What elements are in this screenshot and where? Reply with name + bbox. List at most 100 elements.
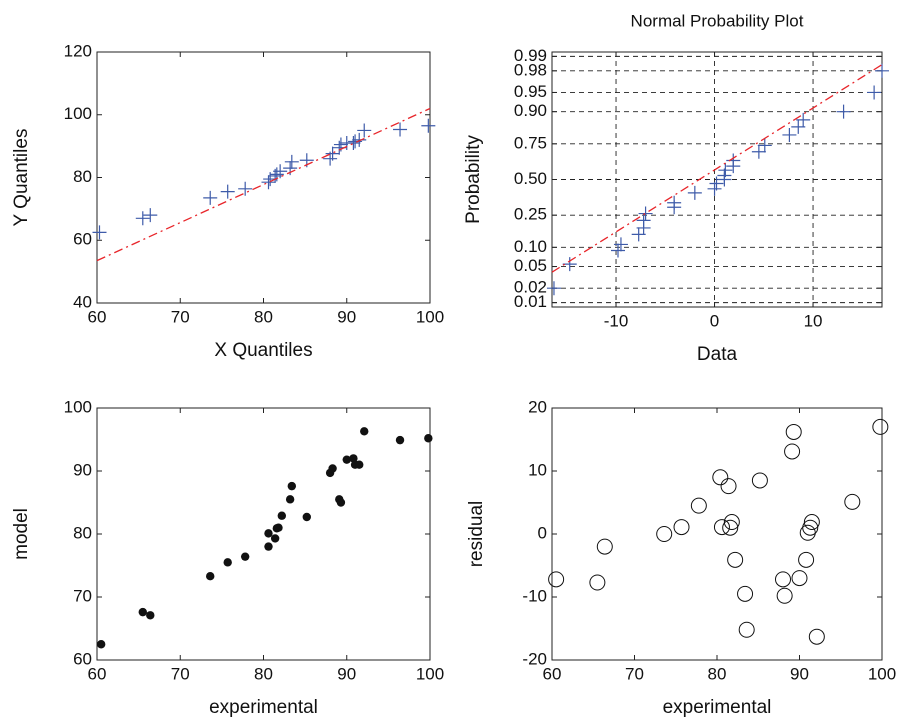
plot-area <box>552 408 882 660</box>
x-tick-label: 60 <box>88 664 107 683</box>
point <box>146 611 155 620</box>
y-tick-label: 40 <box>73 292 92 311</box>
y-tick-label: 0.02 <box>514 278 547 297</box>
y-tick-label: 90 <box>73 460 92 479</box>
y-tick-label: 20 <box>528 397 547 416</box>
y-tick-label: 0.75 <box>514 133 547 152</box>
point <box>355 460 364 469</box>
x-axis-label: experimental <box>209 697 318 718</box>
y-tick-label: 0.01 <box>514 292 547 311</box>
point <box>872 418 889 435</box>
axes-box <box>551 407 883 661</box>
point <box>784 443 801 460</box>
point <box>690 497 707 514</box>
point <box>844 493 861 510</box>
point <box>737 585 754 602</box>
y-tick-label: 0.05 <box>514 256 547 275</box>
point <box>143 208 158 223</box>
point <box>636 213 651 228</box>
point <box>223 558 232 567</box>
x-tick-label: 60 <box>88 307 107 326</box>
point <box>757 138 772 153</box>
point <box>346 135 361 150</box>
point <box>738 621 755 638</box>
point <box>717 168 732 183</box>
point <box>802 519 819 536</box>
point <box>751 472 768 489</box>
point <box>96 640 106 649</box>
point <box>274 523 283 532</box>
y-tick-label: 60 <box>73 230 92 249</box>
x-tick-label: 80 <box>708 664 727 683</box>
x-tick-label: 70 <box>171 307 190 326</box>
point <box>808 628 825 645</box>
axes-box <box>96 407 431 661</box>
point <box>325 146 340 161</box>
point <box>673 519 690 536</box>
x-tick-label: 90 <box>790 664 809 683</box>
x-axis-label: X Quantiles <box>214 340 312 361</box>
point <box>240 552 250 561</box>
point <box>726 153 741 168</box>
point <box>395 435 405 445</box>
point <box>589 574 606 591</box>
axes-box <box>551 51 883 308</box>
x-tick-label: 100 <box>416 307 444 326</box>
point <box>393 122 408 137</box>
point <box>713 519 730 536</box>
point <box>722 519 739 536</box>
point <box>206 572 215 581</box>
point <box>687 185 702 200</box>
point <box>336 498 346 507</box>
y-tick-label: 10 <box>528 460 547 479</box>
x-tick-label: 80 <box>254 307 273 326</box>
point <box>867 85 882 100</box>
point <box>791 570 808 587</box>
point <box>613 237 628 252</box>
point <box>720 478 737 495</box>
point <box>277 511 287 520</box>
point <box>138 607 147 617</box>
point <box>264 542 273 551</box>
point <box>562 257 577 272</box>
x-tick-label: 80 <box>254 664 273 683</box>
y-tick-label: -10 <box>522 586 547 605</box>
point <box>727 551 744 568</box>
point <box>718 163 733 178</box>
point <box>270 534 280 543</box>
y-tick-label: 0.90 <box>514 101 547 120</box>
y-tick-label: 100 <box>64 397 92 416</box>
x-tick-label: 100 <box>416 664 444 683</box>
y-tick-label: 60 <box>73 649 92 668</box>
point <box>723 514 740 531</box>
x-axis-label: experimental <box>663 697 772 718</box>
y-tick-label: 70 <box>73 586 92 605</box>
point <box>611 243 625 258</box>
y-tick-label: 100 <box>64 104 92 123</box>
point <box>709 176 724 191</box>
point <box>360 427 369 436</box>
point <box>638 206 653 221</box>
x-tick-label: 0 <box>710 311 719 330</box>
plot-area <box>97 408 430 660</box>
panel: 60 70 80 90 100 60 70 80 90 100 experimental model <box>11 397 444 718</box>
y-tick-label: 0.50 <box>514 169 547 188</box>
point <box>656 526 673 542</box>
y-tick-label: 80 <box>73 167 92 186</box>
x-axis-label: Data <box>697 344 738 365</box>
point <box>775 571 791 588</box>
panel: -10 0 100.010.020.050.100.250.500.750.900.… <box>463 11 889 365</box>
y-tick-label: 0.98 <box>514 60 547 79</box>
x-tick-label: -10 <box>604 311 629 330</box>
point <box>342 455 351 464</box>
point <box>302 512 311 522</box>
y-axis-label: residual <box>466 501 487 568</box>
point <box>273 164 288 179</box>
point <box>203 190 218 205</box>
point <box>135 211 150 226</box>
reference-line <box>551 64 883 273</box>
point <box>796 112 811 127</box>
point <box>421 118 436 133</box>
point <box>264 529 273 538</box>
